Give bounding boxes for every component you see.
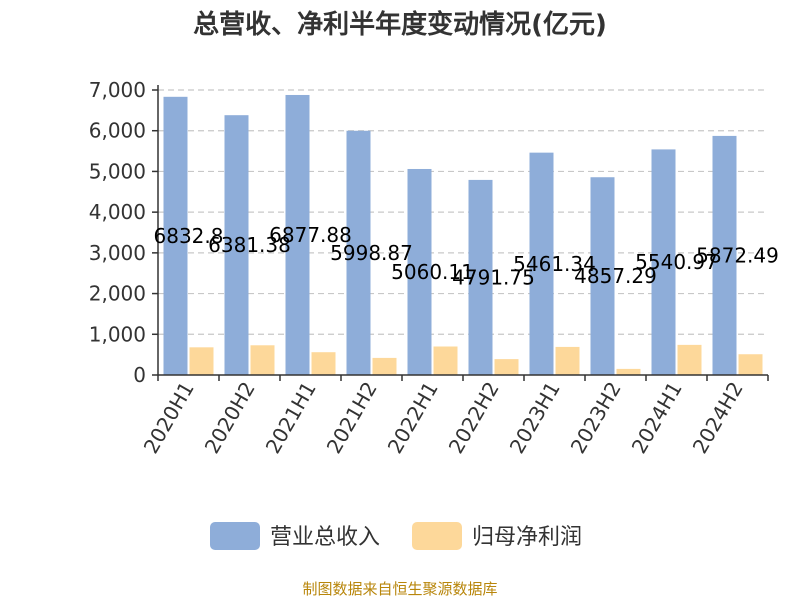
- chart-title: 总营收、净利半年度变动情况(亿元): [193, 9, 607, 40]
- bar-net-profit[interactable]: [494, 359, 519, 375]
- x-tick-label: 2022H1: [383, 378, 443, 458]
- bar-revenue[interactable]: [590, 177, 615, 375]
- bar-revenue[interactable]: [224, 115, 249, 375]
- y-tick-label: 7,000: [89, 78, 146, 102]
- source-note: 制图数据来自恒生聚源数据库: [302, 580, 497, 598]
- data-label-revenue: 5060.11: [391, 260, 474, 284]
- legend-item-net-profit[interactable]: 归母净利润: [412, 522, 582, 550]
- x-axis-ticks: 2020H1 2020H2 2021H1 2021H2 2022H1 2022H2 2023…: [139, 375, 769, 458]
- bar-net-profit[interactable]: [616, 368, 641, 375]
- legend-swatch-net-profit: [412, 522, 462, 550]
- x-tick-label: 2021H1: [261, 378, 321, 458]
- y-tick-label: 5,000: [89, 159, 146, 183]
- y-tick-label: 6,000: [89, 119, 146, 143]
- grid: [158, 89, 768, 335]
- y-tick-label: 0: [133, 363, 146, 387]
- legend-label-net-profit: 归母净利润: [472, 525, 582, 550]
- bar-net-profit[interactable]: [250, 345, 275, 375]
- bar-revenue[interactable]: [468, 179, 493, 375]
- legend-label-revenue: 营业总收入: [270, 525, 380, 550]
- data-label-revenue: 5872.49: [696, 243, 779, 267]
- bars: [163, 94, 763, 376]
- y-tick-label: 4,000: [89, 200, 146, 224]
- bar-net-profit[interactable]: [311, 352, 336, 375]
- bar-net-profit[interactable]: [189, 347, 214, 375]
- bar-revenue[interactable]: [285, 94, 310, 375]
- y-tick-label: 1,000: [89, 322, 146, 346]
- bar-revenue[interactable]: [712, 135, 737, 375]
- bar-net-profit[interactable]: [555, 346, 580, 375]
- x-tick-label: 2024H1: [627, 378, 687, 458]
- bar-net-profit[interactable]: [738, 354, 763, 375]
- y-tick-label: 2,000: [89, 282, 146, 306]
- data-label-revenue: 4857.29: [574, 264, 657, 288]
- x-tick-label: 2023H2: [566, 378, 626, 458]
- x-tick-label: 2020H1: [139, 378, 199, 458]
- data-label-revenue: 6832.8: [154, 224, 224, 248]
- x-tick-label: 2020H2: [200, 378, 260, 458]
- data-label-revenue: 5998.87: [330, 241, 413, 265]
- bar-revenue[interactable]: [407, 168, 432, 375]
- bar-revenue[interactable]: [529, 152, 554, 375]
- x-tick-label: 2022H2: [444, 378, 504, 458]
- legend[interactable]: 营业总收入 归母净利润: [210, 522, 582, 550]
- data-label-revenue: 5540.97: [635, 250, 718, 274]
- bar-revenue[interactable]: [651, 149, 676, 375]
- data-labels: 6832.86381.386877.885998.875060.114791.7…: [154, 223, 779, 289]
- x-tick-label: 2024H2: [688, 378, 748, 458]
- data-label-revenue: 5461.34: [513, 252, 596, 276]
- legend-swatch-revenue: [210, 522, 260, 550]
- bar-revenue[interactable]: [346, 130, 371, 375]
- bar-revenue[interactable]: [163, 96, 188, 375]
- bar-net-profit[interactable]: [433, 346, 458, 376]
- bar-net-profit[interactable]: [372, 357, 397, 375]
- axes: [157, 85, 768, 376]
- data-label-revenue: 4791.75: [452, 265, 535, 289]
- data-label-revenue: 6877.88: [269, 223, 352, 247]
- data-label-revenue: 6381.38: [208, 233, 291, 257]
- y-axis-ticks: 0 1,000 2,000 3,000 4,000 5,000 6,000 7,000: [89, 78, 158, 387]
- y-tick-label: 3,000: [89, 241, 146, 265]
- bar-net-profit[interactable]: [677, 344, 702, 375]
- x-tick-label: 2021H2: [322, 378, 382, 458]
- x-tick-label: 2023H1: [505, 378, 565, 458]
- legend-item-revenue[interactable]: 营业总收入: [210, 522, 380, 550]
